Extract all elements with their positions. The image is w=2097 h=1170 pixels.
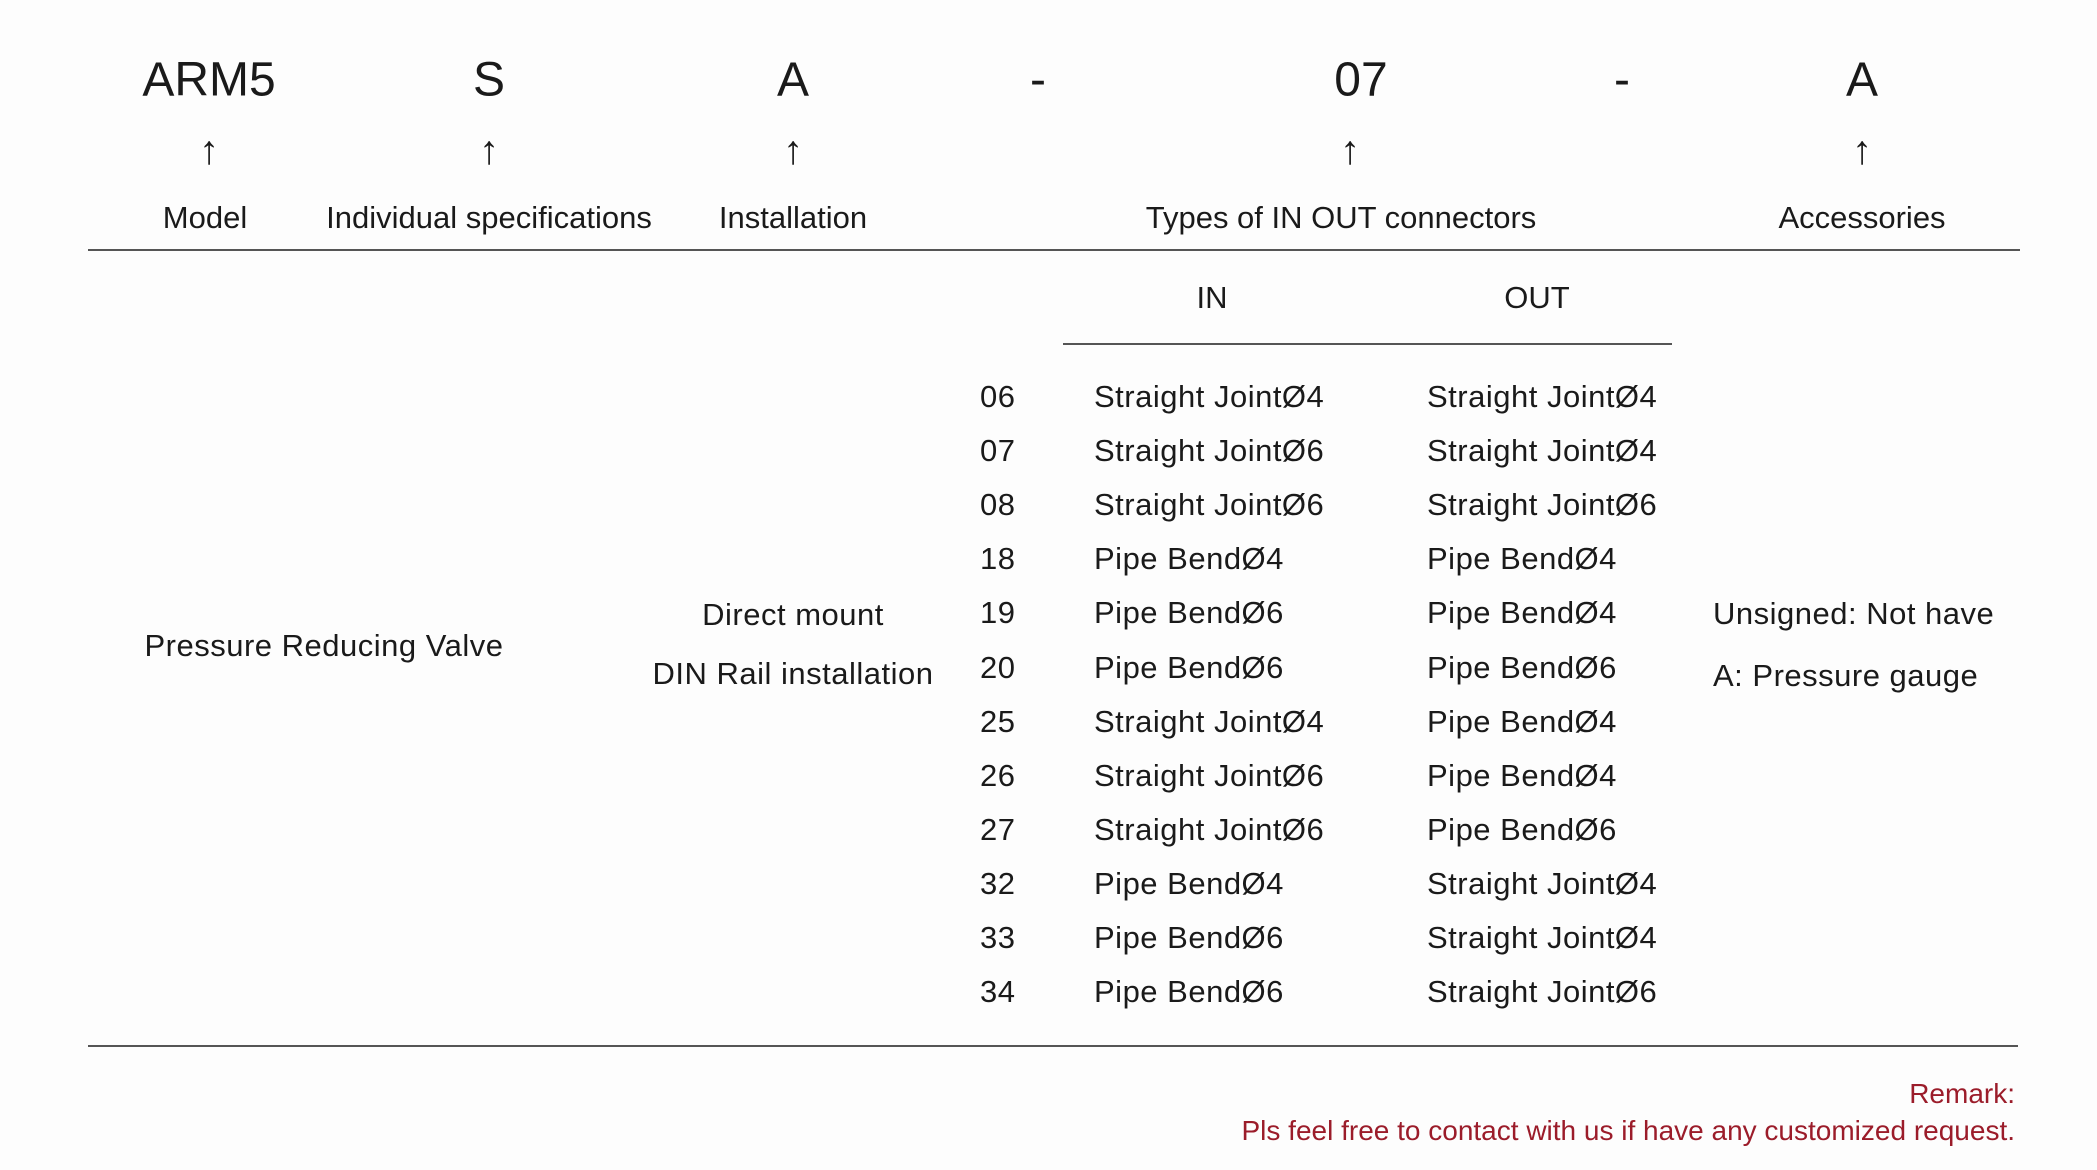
connector-row-out: Pipe BendØ6 (1427, 649, 1617, 685)
code-installation: A (776, 53, 810, 107)
connector-row-out: Straight JointØ6 (1427, 487, 1658, 523)
label-model: Model (162, 200, 248, 235)
label-connectors: Types of IN OUT connectors (1145, 200, 1537, 235)
arrow-up-icon: ↑ (1852, 128, 1872, 173)
code-separator: - (1030, 53, 1046, 107)
connector-row-out: Straight JointØ4 (1427, 433, 1658, 469)
connector-row-code: 26 (980, 757, 1016, 793)
remark-title: Remark: (1909, 1078, 2015, 1109)
connector-row-out: Pipe BendØ4 (1427, 703, 1617, 739)
connector-row-out: Straight JointØ4 (1427, 865, 1658, 901)
code-connectors: 07 (1334, 53, 1388, 107)
arrow-up-icon: ↑ (199, 128, 219, 173)
remark-text: Pls feel free to contact with us if have… (1241, 1115, 2016, 1146)
connector-row-out: Pipe BendØ4 (1427, 595, 1617, 631)
model-name: Pressure Reducing Valve (144, 628, 504, 663)
connector-row-in: Straight JointØ4 (1094, 703, 1325, 739)
accessory-option: Unsigned: Not have (1713, 596, 1995, 631)
accessory-option: A: Pressure gauge (1713, 658, 1979, 693)
installation-option: Direct mount (702, 597, 884, 632)
connector-row-in: Pipe BendØ6 (1094, 920, 1284, 955)
installation-option: DIN Rail installation (652, 656, 934, 691)
header-in: IN (1196, 280, 1228, 315)
code-model: ARM5 (142, 53, 276, 107)
connector-row-out: Pipe BendØ4 (1427, 541, 1617, 577)
connector-row-code: 33 (980, 920, 1016, 955)
connector-row-out: Pipe BendØ6 (1427, 811, 1617, 847)
connector-row-code: 18 (980, 541, 1016, 577)
connector-row-in: Pipe BendØ6 (1094, 974, 1284, 1010)
connector-row-in: Pipe BendØ6 (1094, 595, 1284, 631)
connector-row-code: 32 (980, 865, 1016, 901)
arrow-up-icon: ↑ (1340, 128, 1360, 173)
footer-divider (88, 1045, 2018, 1047)
connector-row-code: 27 (980, 811, 1016, 847)
arrow-up-icon: ↑ (479, 128, 499, 173)
connector-header-divider (1063, 343, 1672, 345)
connector-row-code: 25 (980, 703, 1016, 739)
connector-row-out: Pipe BendØ4 (1427, 757, 1617, 793)
connector-row-in: Straight JointØ6 (1094, 757, 1325, 793)
connector-row-out: Straight JointØ4 (1427, 920, 1658, 955)
code-separator: - (1614, 53, 1630, 107)
label-installation: Installation (718, 200, 868, 235)
connector-row-code: 20 (980, 649, 1016, 685)
connector-row-code: 08 (980, 487, 1016, 523)
connector-row-code: 06 (980, 379, 1016, 414)
connector-row-code: 34 (980, 974, 1016, 1010)
connector-row-in: Straight JointØ6 (1094, 433, 1325, 469)
code-individual: S (472, 53, 506, 107)
connector-row-in: Straight JointØ6 (1094, 811, 1325, 847)
connector-row-in: Pipe BendØ6 (1094, 649, 1284, 685)
connector-row-code: 07 (980, 433, 1016, 469)
label-accessories: Accessories (1778, 200, 1946, 235)
connector-row-in: Pipe BendØ4 (1094, 865, 1284, 901)
header-divider (88, 249, 2020, 251)
connector-row-in: Pipe BendØ4 (1094, 541, 1284, 577)
label-individual: Individual specifications (326, 200, 652, 235)
code-accessories: A (1845, 53, 1879, 107)
connector-row-code: 19 (980, 595, 1016, 631)
arrow-up-icon: ↑ (783, 128, 803, 173)
connector-row-in: Straight JointØ4 (1094, 379, 1325, 414)
connector-row-out: Straight JointØ6 (1427, 974, 1658, 1010)
connector-row-out: Straight JointØ4 (1427, 379, 1658, 414)
header-out: OUT (1504, 280, 1570, 315)
connector-row-in: Straight JointØ6 (1094, 487, 1325, 523)
